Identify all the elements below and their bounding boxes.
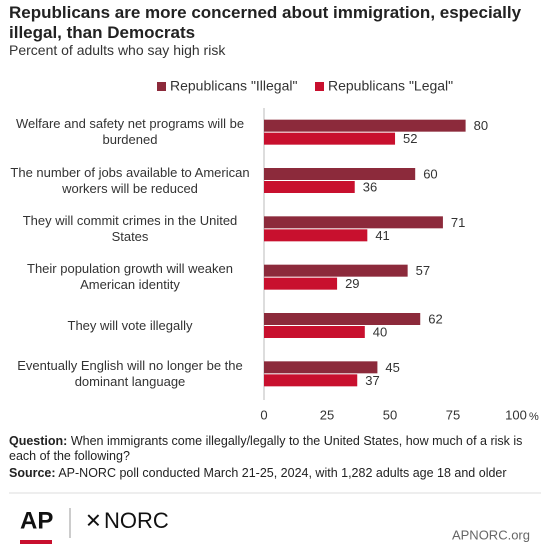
- source-label: Source:: [9, 466, 56, 480]
- legend-swatch: [157, 82, 166, 91]
- legend-label: Republicans "Illegal": [170, 78, 297, 94]
- bar: [264, 181, 355, 193]
- category-label: They will vote illegally: [67, 317, 193, 333]
- bar: [264, 326, 365, 338]
- bar: [264, 132, 396, 145]
- legend-label: Republicans "Legal": [328, 78, 453, 94]
- question: Question: When immigrants come illegally…: [9, 434, 539, 464]
- source-text: AP-NORC poll conducted March 21-25, 2024…: [58, 466, 507, 480]
- x-tick-label: 25: [320, 407, 334, 422]
- category-label: The number of jobs available to American…: [10, 164, 250, 196]
- bar: [264, 119, 466, 132]
- logo-underline: [20, 540, 52, 544]
- value-label: 36: [363, 179, 377, 194]
- value-label: 52: [403, 131, 417, 146]
- value-label: 80: [474, 118, 488, 133]
- url: APNORC.org: [452, 527, 530, 542]
- value-label: 40: [373, 324, 387, 339]
- category-label: Eventually English will no longer be the…: [17, 357, 243, 389]
- bar: [264, 264, 408, 277]
- category-label: They will commit crimes in the United St…: [22, 212, 238, 244]
- bar: [264, 361, 378, 374]
- question-text: When immigrants come illegally/legally t…: [9, 434, 523, 463]
- bar: [264, 229, 368, 242]
- logo-star: ✕: [85, 510, 102, 532]
- value-label: 37: [365, 373, 379, 388]
- source: Source: AP-NORC poll conducted March 21-…: [9, 466, 539, 481]
- bar: [264, 216, 443, 229]
- x-tick-label: 0: [260, 407, 267, 422]
- x-tick-label: 50: [383, 407, 397, 422]
- value-label: 29: [345, 276, 359, 291]
- x-tick-label: 75: [446, 407, 460, 422]
- x-tick-label: 100: [505, 407, 527, 422]
- x-unit: %: [529, 411, 539, 423]
- bar: [264, 277, 338, 290]
- bar: [264, 374, 358, 387]
- question-label: Question:: [9, 434, 68, 448]
- value-label: 41: [375, 228, 389, 243]
- logo-norc: NORC: [104, 508, 169, 533]
- value-label: 62: [428, 311, 442, 326]
- category-label: Their population growth will weaken Amer…: [27, 261, 233, 293]
- logo-ap: AP: [20, 507, 53, 534]
- legend-swatch: [315, 82, 324, 91]
- chart-title: Republicans are more concerned about imm…: [9, 3, 522, 42]
- category-label: Welfare and safety net programs will be …: [15, 116, 245, 148]
- value-label: 60: [423, 166, 437, 181]
- value-label: 71: [451, 215, 465, 230]
- bar: [264, 313, 421, 325]
- chart-subtitle: Percent of adults who say high risk: [9, 42, 226, 58]
- value-label: 45: [385, 360, 399, 375]
- bar: [264, 168, 416, 180]
- value-label: 57: [416, 263, 430, 278]
